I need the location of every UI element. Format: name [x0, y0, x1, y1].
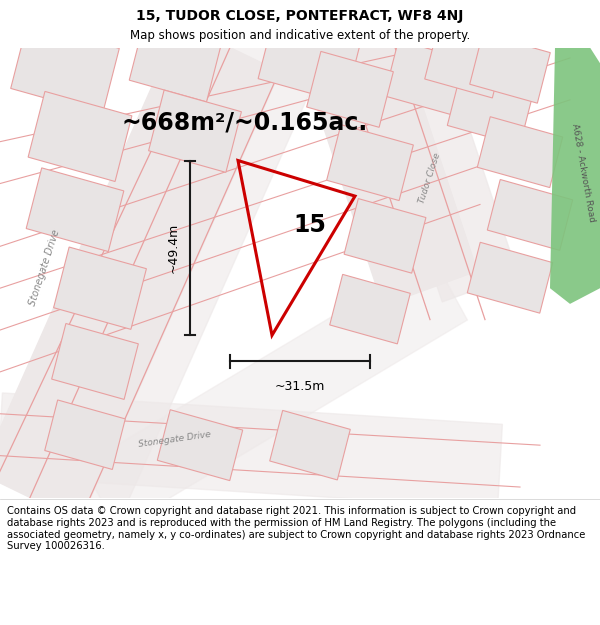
Polygon shape — [11, 22, 119, 114]
Polygon shape — [344, 199, 426, 273]
Text: Contains OS data © Crown copyright and database right 2021. This information is : Contains OS data © Crown copyright and d… — [7, 506, 586, 551]
Polygon shape — [45, 400, 125, 469]
Polygon shape — [467, 242, 553, 313]
Text: ~49.4m: ~49.4m — [167, 222, 180, 273]
Text: Tudor Close: Tudor Close — [418, 152, 442, 205]
Polygon shape — [425, 29, 505, 98]
Polygon shape — [258, 13, 362, 103]
Polygon shape — [83, 256, 467, 529]
Polygon shape — [303, 30, 477, 306]
Polygon shape — [149, 90, 241, 172]
Polygon shape — [53, 247, 146, 329]
Text: ~668m²/~0.165ac.: ~668m²/~0.165ac. — [122, 111, 368, 135]
Polygon shape — [129, 24, 221, 102]
Text: ~31.5m: ~31.5m — [275, 380, 325, 393]
Polygon shape — [0, 23, 280, 522]
Polygon shape — [39, 28, 321, 518]
Polygon shape — [28, 91, 132, 181]
Polygon shape — [470, 34, 550, 103]
Text: Stonegate Drive: Stonegate Drive — [138, 431, 212, 449]
Polygon shape — [26, 168, 124, 251]
Polygon shape — [384, 40, 476, 118]
Polygon shape — [157, 410, 242, 481]
Polygon shape — [550, 48, 600, 304]
Polygon shape — [270, 411, 350, 480]
Text: Map shows position and indicative extent of the property.: Map shows position and indicative extent… — [130, 29, 470, 42]
Polygon shape — [362, 34, 518, 302]
Text: 15, TUDOR CLOSE, PONTEFRACT, WF8 4NJ: 15, TUDOR CLOSE, PONTEFRACT, WF8 4NJ — [136, 9, 464, 22]
Polygon shape — [0, 393, 502, 508]
Polygon shape — [478, 117, 563, 188]
Polygon shape — [487, 179, 572, 251]
Polygon shape — [448, 75, 533, 146]
Polygon shape — [330, 274, 410, 344]
Text: 15: 15 — [293, 213, 326, 238]
Text: A628 - Ackworth Road: A628 - Ackworth Road — [570, 123, 596, 223]
Polygon shape — [326, 124, 413, 201]
Polygon shape — [307, 51, 394, 127]
Text: Stonegate Drive: Stonegate Drive — [28, 228, 62, 307]
Polygon shape — [52, 324, 139, 399]
